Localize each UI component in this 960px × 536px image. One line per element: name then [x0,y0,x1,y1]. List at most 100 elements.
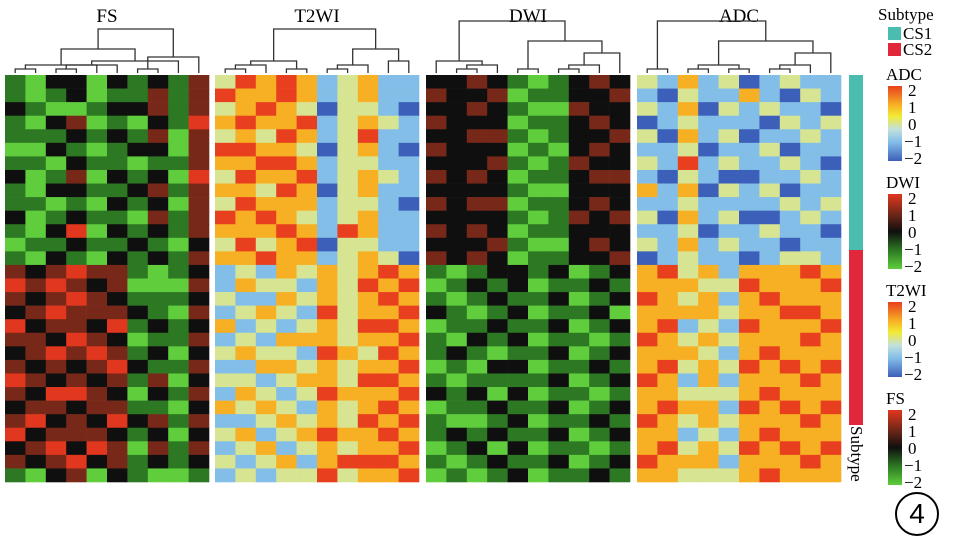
heatmap-cell [255,319,277,334]
colorbar-tick: 1 [908,422,917,441]
heatmap-cell [86,292,108,306]
heatmap-cell [487,305,508,320]
heatmap-cell [25,224,47,239]
heatmap-cell [168,129,189,144]
heatmap-cell [378,332,399,347]
heatmap-cell [677,400,699,415]
heatmap-cell [589,305,610,320]
heatmap-cell [317,387,338,401]
heatmap-cell [235,115,257,130]
heatmap-cell [487,346,508,361]
heatmap-cell [255,197,277,211]
heatmap-cell [398,169,420,184]
heatmap-cell [66,414,87,429]
heatmap-cell [759,305,781,320]
heatmap-cell [66,183,87,198]
heatmap-cell [66,292,87,306]
heatmap-cell [759,319,781,334]
heatmap-cell [657,88,679,103]
heatmap-cell [215,224,236,239]
heatmap-cell [255,251,277,266]
heatmap-cell [528,454,549,469]
heatmap-cell [188,319,210,334]
heatmap-cell [107,305,128,320]
heatmap-cell [487,169,508,184]
heatmap-cell [609,156,631,171]
heatmap-cell [357,454,379,469]
heatmap-cell [507,197,529,211]
heatmap-cell [5,454,26,469]
heatmap-cell [426,292,447,306]
heatmap-cell [127,387,149,401]
heatmap-cell [127,400,149,415]
legend-swatch-cs1 [888,27,901,40]
heatmap-cell [528,292,549,306]
heatmap-cell [317,332,338,347]
heatmap-cell [235,102,257,116]
heatmap-cell [759,414,781,429]
heatmap-cell [235,210,257,225]
heatmap-cell [107,278,128,293]
heatmap-cell [66,169,87,184]
heatmap-cell [507,359,529,374]
heatmap-cell [86,102,108,116]
dendrogram-branch [656,20,767,69]
heatmap-cell [45,88,67,103]
heatmap-cell [317,75,338,89]
heatmap-cell [276,224,297,239]
heatmap-cell [168,319,189,334]
heatmap-cell [107,224,128,239]
heatmap-cell [759,346,781,361]
heatmap-cell [528,427,549,442]
heatmap-cell [188,468,210,483]
heatmap-cell [317,88,338,103]
heatmap-cell [657,278,679,293]
heatmap-cell [276,359,297,374]
heatmap-cell [337,278,359,293]
heatmap-cell [127,210,149,225]
heatmap-cell [528,264,549,279]
heatmap-cell [446,346,468,361]
heatmap-cell [739,400,760,415]
heatmap-cell [188,332,210,347]
heatmap-cell [820,278,842,293]
heatmap-cell [637,454,658,469]
heatmap-cell [317,400,338,415]
panel-title-fs: FS [96,6,118,27]
heatmap-cell [487,264,508,279]
heatmap-cell [45,387,67,401]
heatmap-cell [779,387,801,401]
heatmap-cell [507,373,529,388]
heatmap-cell [147,427,169,442]
heatmap-cell [609,454,631,469]
heatmap-cell [317,292,338,306]
heatmap-cell [446,237,468,252]
heatmap-cell [800,169,821,184]
heatmap-cell [188,359,210,374]
heatmap-cell [548,387,570,401]
heatmap-cell [589,88,610,103]
heatmap-cell [739,115,760,130]
heatmap-cell [378,427,399,442]
heatmap-cell [5,278,26,293]
heatmap-cell [66,427,87,442]
heatmap-cell [487,197,508,211]
heatmap-cell [657,427,679,442]
heatmap-cell [107,210,128,225]
heatmap-cell [568,75,590,89]
heatmap-cell [487,115,508,130]
heatmap-cell [398,115,420,130]
dendrogram-branch [687,68,710,73]
heatmap-cell [548,210,570,225]
heatmap-cell [378,88,399,103]
heatmap-cell [398,210,420,225]
heatmap-cell [296,305,318,320]
heatmap-cell [657,115,679,130]
heatmap-cell [507,332,529,347]
heatmap-cell [276,156,297,171]
heatmap-cell [759,224,781,239]
heatmap-cell [698,129,719,144]
heatmap-cell [66,142,87,157]
heatmap-cell [45,210,67,225]
heatmap-cell [86,197,108,211]
